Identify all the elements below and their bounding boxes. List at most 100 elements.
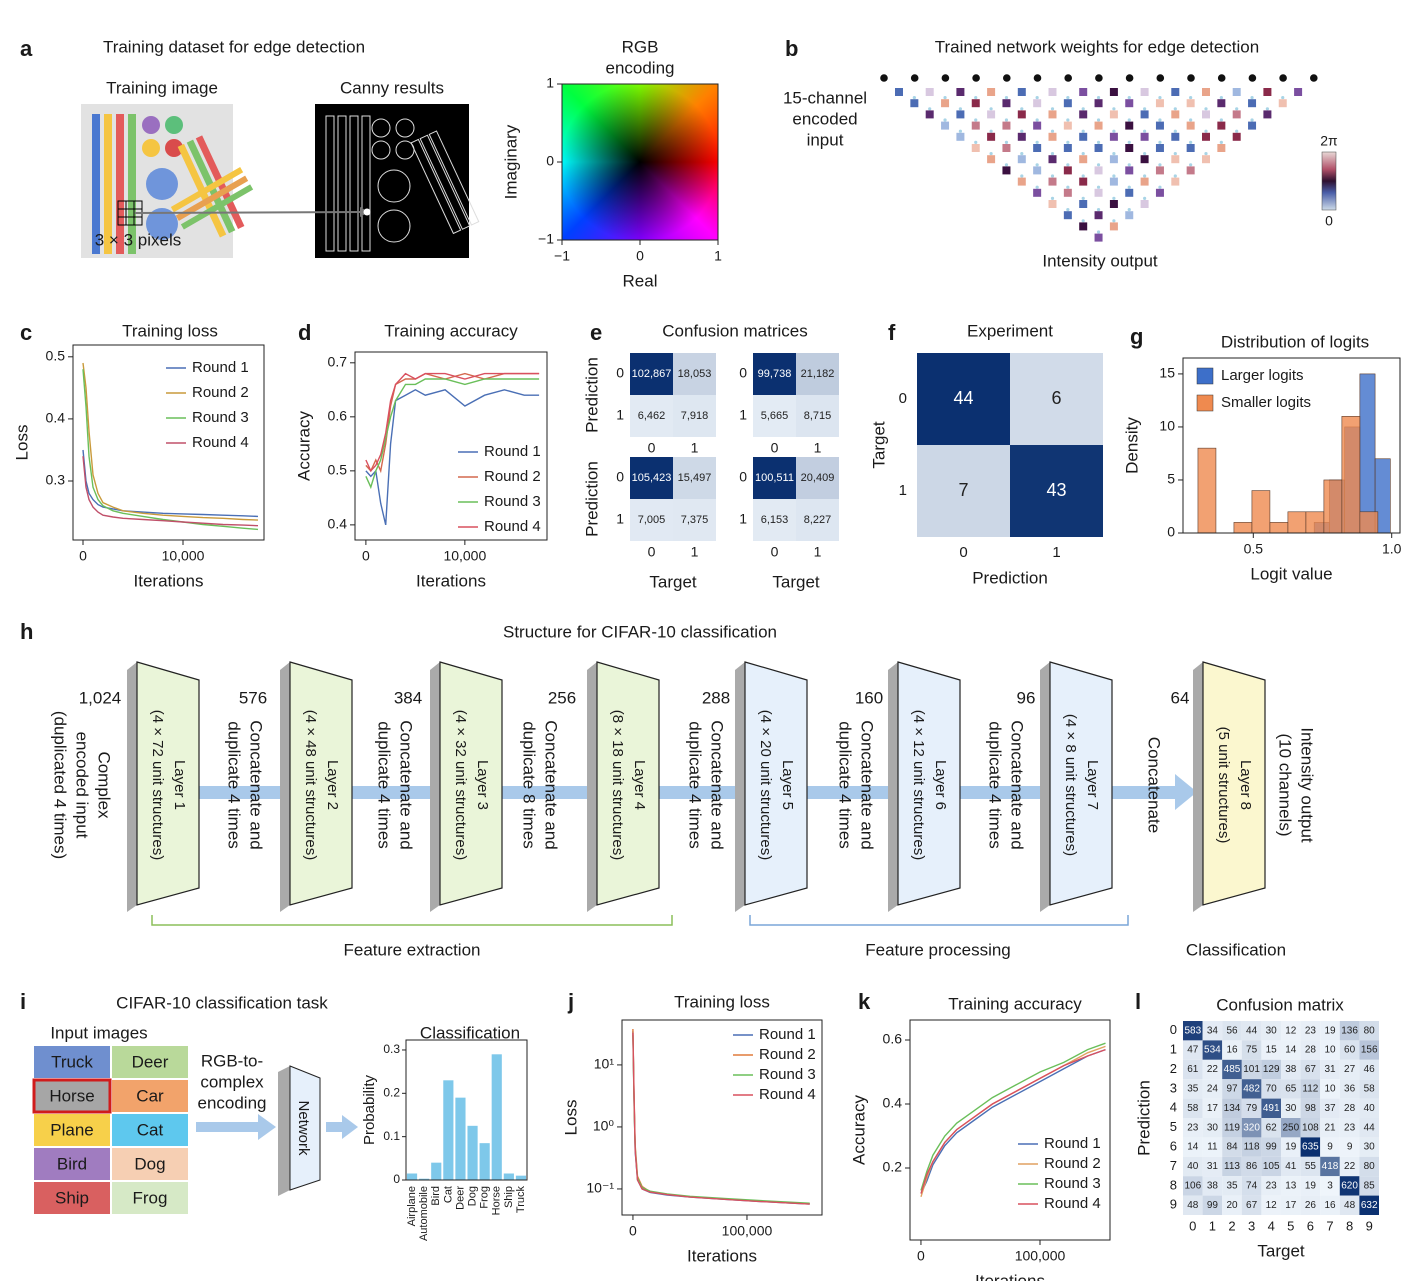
x-tick-label: −1 bbox=[554, 248, 570, 264]
legend-label: Round 1 bbox=[192, 359, 249, 376]
class-tile bbox=[32, 1078, 112, 1114]
heat-cell bbox=[1241, 1156, 1262, 1177]
link bbox=[1020, 152, 1024, 156]
heat-cell bbox=[1339, 1195, 1360, 1215]
x-axis-label: Prediction bbox=[972, 568, 1048, 587]
cell-label: 100,511 bbox=[755, 472, 794, 484]
heat-cell bbox=[673, 499, 716, 541]
cell-label: 14 bbox=[1187, 1142, 1199, 1153]
line bbox=[82, 456, 259, 527]
heat-cell bbox=[1241, 1176, 1262, 1196]
heat-cell bbox=[1320, 1156, 1340, 1177]
heat-cell bbox=[1183, 1195, 1203, 1215]
weight bbox=[1063, 99, 1072, 108]
heat-cell bbox=[1261, 1118, 1281, 1138]
weight bbox=[1109, 222, 1118, 231]
link bbox=[1265, 107, 1269, 111]
vertical-label: Concatenate bbox=[1145, 737, 1164, 833]
cell-label: 99 bbox=[1266, 1142, 1278, 1153]
cell-label: 30 bbox=[1285, 1103, 1297, 1114]
link bbox=[1004, 140, 1009, 144]
link bbox=[943, 118, 947, 122]
vertical-label: Concatenate and bbox=[542, 720, 561, 850]
cell-label: 6 bbox=[1051, 388, 1061, 408]
channel-count: 96 bbox=[1017, 688, 1036, 707]
y-tick-label: 0.5 bbox=[328, 462, 348, 478]
heat-cell bbox=[753, 353, 796, 395]
weight bbox=[1125, 144, 1134, 152]
link bbox=[1096, 230, 1101, 234]
x-tick-label: 1 bbox=[691, 544, 699, 560]
layer-detail: (4 × 48 unit structures) bbox=[302, 710, 319, 860]
link bbox=[1189, 96, 1193, 100]
rgb-colormap bbox=[562, 84, 718, 240]
link bbox=[1204, 152, 1208, 156]
x-tick-label: 0 bbox=[959, 544, 967, 561]
y-tick-label: 7 bbox=[1170, 1158, 1177, 1173]
arrowhead bbox=[258, 1114, 276, 1140]
weight bbox=[1063, 211, 1072, 220]
heat-cell bbox=[630, 395, 673, 437]
link bbox=[1143, 196, 1147, 200]
cell-label: 583 bbox=[1184, 1025, 1201, 1036]
x-tick-label: 2 bbox=[1228, 1218, 1235, 1233]
vertical-label: duplicate 4 times bbox=[686, 721, 705, 849]
weight bbox=[1171, 110, 1180, 119]
link bbox=[1112, 152, 1116, 156]
chart-title: Training accuracy bbox=[384, 321, 518, 340]
cell-label: 31 bbox=[1207, 1161, 1219, 1172]
heat-cell bbox=[1320, 1040, 1340, 1060]
cell-label: 418 bbox=[1322, 1161, 1339, 1172]
cell-label: 7,005 bbox=[638, 514, 666, 526]
training-image bbox=[81, 104, 254, 258]
weight bbox=[1109, 155, 1118, 164]
cell-label: 44 bbox=[953, 388, 973, 408]
heat-cell bbox=[1359, 1059, 1379, 1080]
layer-name: Layer 3 bbox=[474, 760, 491, 810]
plot-frame bbox=[621, 1019, 823, 1216]
bar bbox=[419, 1178, 430, 1180]
chart-title: Classification bbox=[420, 1023, 520, 1042]
heat-cell bbox=[1202, 1098, 1223, 1118]
weight bbox=[1263, 88, 1272, 96]
cell-label: 19 bbox=[1285, 1142, 1297, 1153]
heat-cell bbox=[1183, 1079, 1203, 1099]
colorbar-tick-label: 2π bbox=[1320, 133, 1338, 149]
heat-cell bbox=[1320, 1118, 1340, 1138]
heat-cell bbox=[1359, 1021, 1379, 1041]
cell-label: 101 bbox=[1243, 1064, 1260, 1075]
heat-cell bbox=[1261, 1021, 1281, 1041]
heat-cell bbox=[1183, 1156, 1203, 1177]
y-axis-label: Prediction bbox=[582, 357, 601, 433]
class-name: Frog bbox=[133, 1188, 168, 1207]
heat-cell bbox=[1300, 1137, 1321, 1157]
link bbox=[989, 107, 993, 111]
channel-count: 160 bbox=[855, 688, 883, 707]
line bbox=[82, 369, 259, 531]
cell-label: 38 bbox=[1207, 1181, 1219, 1192]
link bbox=[1112, 174, 1116, 178]
cell-label: 67 bbox=[1305, 1064, 1317, 1075]
heat-cell bbox=[1300, 1195, 1321, 1215]
x-tick-label: Bird bbox=[430, 1186, 442, 1206]
cell-label: 58 bbox=[1187, 1103, 1199, 1114]
input-node bbox=[1003, 74, 1011, 82]
channel-count: 576 bbox=[239, 688, 267, 707]
heat-cell bbox=[1320, 1176, 1340, 1196]
weight bbox=[1079, 110, 1088, 119]
input-node bbox=[1095, 74, 1103, 82]
cell-label: 23 bbox=[1187, 1122, 1199, 1133]
layer-box bbox=[596, 661, 660, 906]
weight bbox=[1125, 211, 1134, 220]
line bbox=[920, 1042, 1106, 1191]
panel-label: b bbox=[785, 36, 798, 61]
link bbox=[958, 129, 963, 133]
link bbox=[1143, 129, 1147, 133]
heat-cell bbox=[1281, 1098, 1301, 1118]
weight bbox=[1094, 233, 1103, 242]
weight bbox=[925, 88, 934, 96]
link bbox=[1066, 96, 1070, 100]
link bbox=[974, 140, 978, 144]
weight bbox=[1063, 144, 1072, 152]
